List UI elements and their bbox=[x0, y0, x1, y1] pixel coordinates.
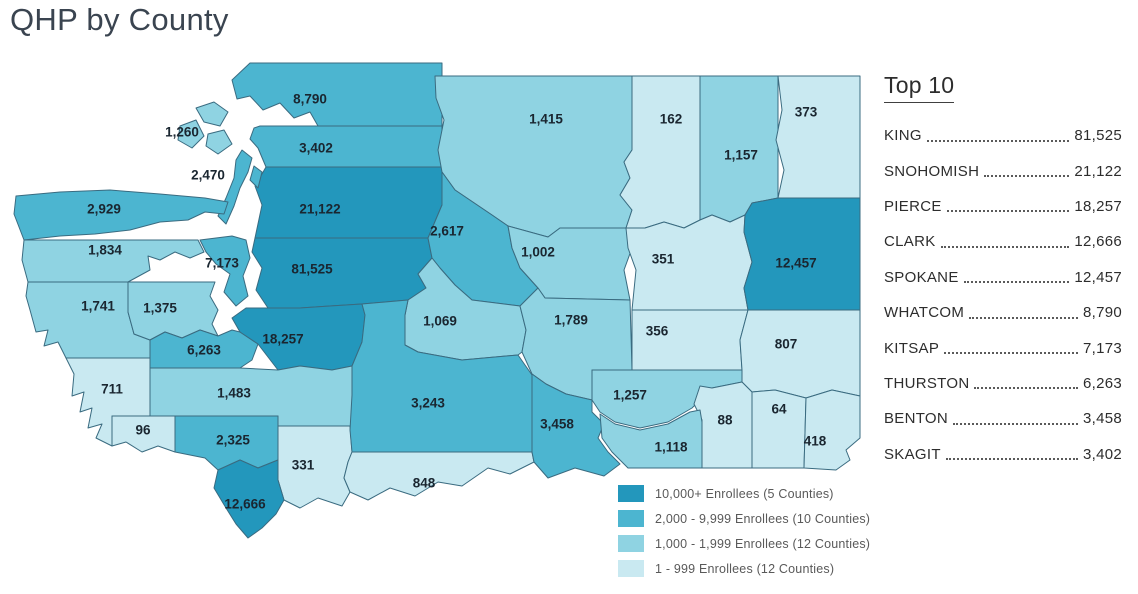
leader-dots bbox=[974, 387, 1078, 390]
county-san-juan[interactable] bbox=[177, 119, 205, 149]
map-legend: 10,000+ Enrollees (5 Counties) 2,000 - 9,… bbox=[618, 485, 870, 585]
county-san-juan[interactable] bbox=[195, 101, 229, 127]
county-cowlitz[interactable] bbox=[174, 415, 279, 471]
leader-dots bbox=[969, 316, 1078, 319]
county-island[interactable] bbox=[249, 165, 263, 189]
top10-row-snohomish[interactable]: SNOHOMISH 21,122 bbox=[884, 153, 1122, 188]
county-columbia[interactable] bbox=[693, 381, 753, 469]
county-klickitat[interactable] bbox=[343, 451, 535, 501]
top10-row-benton[interactable]: BENTON 3,458 bbox=[884, 401, 1122, 436]
leader-dots bbox=[953, 422, 1078, 425]
leader-dots bbox=[963, 281, 1070, 284]
county-kitsap[interactable] bbox=[199, 235, 251, 307]
county-garfield[interactable] bbox=[751, 389, 807, 469]
leader-dots bbox=[984, 175, 1070, 178]
top10-row-whatcom[interactable]: WHATCOM 8,790 bbox=[884, 295, 1122, 330]
top10-row-spokane[interactable]: SPOKANE 12,457 bbox=[884, 260, 1122, 295]
top10-row-king[interactable]: KING 81,525 bbox=[884, 118, 1122, 153]
top10-county-value: 12,457 bbox=[1074, 268, 1122, 286]
top10-row-thurston[interactable]: THURSTON 6,263 bbox=[884, 366, 1122, 401]
legend-item-2[interactable]: 2,000 - 9,999 Enrollees (10 Counties) bbox=[618, 510, 870, 527]
top10-county-value: 3,402 bbox=[1082, 445, 1122, 463]
county-lincoln[interactable] bbox=[625, 214, 753, 311]
county-thurston[interactable] bbox=[149, 329, 259, 369]
county-douglas[interactable] bbox=[507, 225, 633, 301]
top10-county-value: 12,666 bbox=[1074, 233, 1122, 251]
legend-label-3: 1,000 - 1,999 Enrollees (12 Counties) bbox=[655, 536, 871, 551]
top10-county-name: SNOHOMISH bbox=[884, 162, 980, 180]
county-ferry[interactable] bbox=[619, 75, 701, 229]
top10-county-name: KITSAP bbox=[884, 339, 940, 357]
county-wahkiakum[interactable] bbox=[111, 415, 176, 453]
county-snohomish[interactable] bbox=[254, 166, 443, 239]
top10-county-name: WHATCOM bbox=[884, 304, 965, 322]
legend-swatch-4 bbox=[618, 560, 644, 577]
legend-label-2: 2,000 - 9,999 Enrollees (10 Counties) bbox=[655, 511, 871, 526]
county-clark[interactable] bbox=[213, 459, 285, 539]
top10-row-clark[interactable]: CLARK 12,666 bbox=[884, 224, 1122, 259]
legend-item-3[interactable]: 1,000 - 1,999 Enrollees (12 Counties) bbox=[618, 535, 870, 552]
top10-row-skagit[interactable]: SKAGIT 3,402 bbox=[884, 437, 1122, 472]
leader-dots bbox=[945, 458, 1078, 461]
legend-label-1: 10,000+ Enrollees (5 Counties) bbox=[655, 486, 834, 501]
top10-county-name: BENTON bbox=[884, 410, 949, 428]
legend-label-4: 1 - 999 Enrollees (12 Counties) bbox=[655, 561, 835, 576]
top10-county-value: 7,173 bbox=[1082, 339, 1122, 357]
page-title: QHP by County bbox=[10, 2, 229, 37]
county-pend-oreille[interactable] bbox=[775, 75, 861, 199]
top10-row-pierce[interactable]: PIERCE 18,257 bbox=[884, 189, 1122, 224]
county-walla-walla[interactable] bbox=[599, 409, 703, 469]
county-king[interactable] bbox=[251, 237, 433, 309]
legend-swatch-3 bbox=[618, 535, 644, 552]
top10-panel: Top 10 KING 81,525 SNOHOMISH 21,122 PIERCE 18… bbox=[884, 72, 1122, 472]
top10-county-value: 6,263 bbox=[1082, 374, 1122, 392]
county-san-juan[interactable] bbox=[205, 129, 233, 155]
county-clallam[interactable] bbox=[13, 189, 229, 241]
county-benton[interactable] bbox=[531, 373, 621, 479]
top10-county-name: KING bbox=[884, 127, 922, 145]
top10-county-name: THURSTON bbox=[884, 374, 970, 392]
county-asotin[interactable] bbox=[803, 389, 861, 471]
county-whitman[interactable] bbox=[739, 309, 861, 399]
leader-dots bbox=[944, 352, 1078, 355]
legend-swatch-1 bbox=[618, 485, 644, 502]
top10-county-value: 8,790 bbox=[1082, 304, 1122, 322]
leader-dots bbox=[946, 210, 1070, 213]
county-franklin[interactable] bbox=[591, 369, 743, 429]
top10-county-value: 81,525 bbox=[1074, 127, 1122, 145]
leader-dots bbox=[940, 245, 1070, 248]
county-value-label-island: 2,470 bbox=[191, 168, 225, 183]
top10-county-name: SPOKANE bbox=[884, 268, 959, 286]
county-jefferson[interactable] bbox=[21, 239, 205, 283]
top10-row-kitsap[interactable]: KITSAP 7,173 bbox=[884, 330, 1122, 365]
top10-list: KING 81,525 SNOHOMISH 21,122 PIERCE 18,257 CLA… bbox=[884, 118, 1122, 472]
leader-dots bbox=[926, 139, 1070, 142]
top10-county-name: CLARK bbox=[884, 233, 936, 251]
top10-county-value: 3,458 bbox=[1082, 410, 1122, 428]
county-adams[interactable] bbox=[631, 309, 749, 371]
legend-item-1[interactable]: 10,000+ Enrollees (5 Counties) bbox=[618, 485, 870, 502]
county-whatcom[interactable] bbox=[231, 62, 443, 127]
county-skamania[interactable] bbox=[277, 425, 353, 509]
top10-heading: Top 10 bbox=[884, 72, 955, 103]
county-spokane[interactable] bbox=[743, 197, 861, 311]
top10-county-value: 18,257 bbox=[1074, 197, 1122, 215]
top10-county-name: PIERCE bbox=[884, 197, 942, 215]
top10-county-name: SKAGIT bbox=[884, 445, 941, 463]
legend-swatch-2 bbox=[618, 510, 644, 527]
legend-item-4[interactable]: 1 - 999 Enrollees (12 Counties) bbox=[618, 560, 870, 577]
county-skagit[interactable] bbox=[249, 125, 443, 168]
top10-county-value: 21,122 bbox=[1074, 162, 1122, 180]
